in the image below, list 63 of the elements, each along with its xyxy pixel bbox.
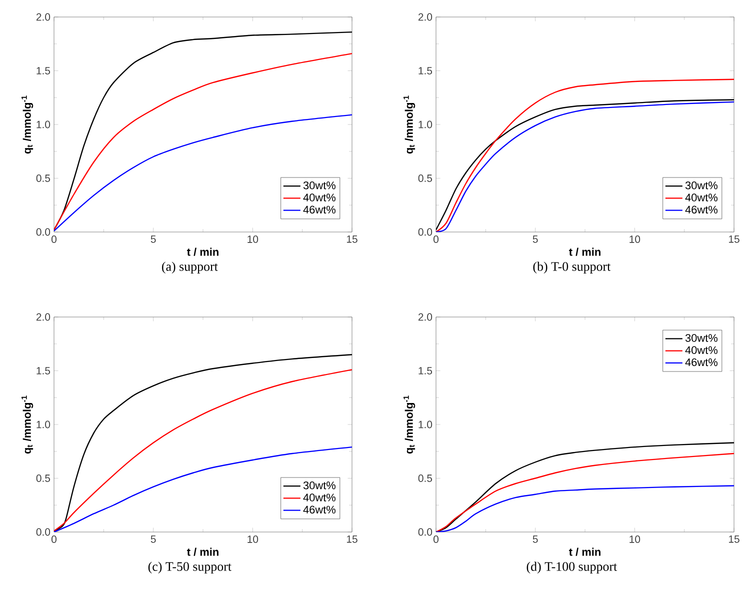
y-tick-label: 2.0 — [36, 13, 50, 21]
x-axis-title: t / min — [187, 548, 218, 556]
y-tick-label: 1.0 — [36, 120, 50, 128]
x-tick-label: 15 — [346, 236, 358, 243]
y-tick-label: 2.0 — [418, 13, 432, 21]
y-axis-title: q$_{t}$ /mmolg$^{-1}$ — [22, 96, 34, 154]
y-tick-label: 0.0 — [36, 228, 50, 236]
text: (d) T-100 support — [526, 562, 618, 574]
legend-label: 46wt% — [685, 206, 718, 214]
legend-label: 30wt% — [685, 182, 718, 190]
legend-label: 40wt% — [303, 494, 336, 502]
text: (a) support — [162, 262, 218, 274]
y-tick-label: 0.0 — [418, 528, 432, 536]
x-tick-label: 10 — [630, 236, 640, 243]
legend-label: 30wt% — [303, 182, 336, 190]
x-tick-label: 15 — [346, 536, 358, 543]
x-tick-label: 5 — [150, 236, 156, 243]
x-tick-label: 0 — [51, 536, 56, 543]
legend-label: 46wt% — [303, 206, 336, 214]
y-tick-label: 0.0 — [418, 228, 432, 236]
x-tick-label: 0 — [51, 236, 56, 243]
line-series — [54, 446, 352, 532]
line-series — [54, 114, 352, 232]
y-tick-label: 1.5 — [418, 367, 432, 374]
y-tick-label: 2.0 — [418, 313, 432, 321]
x-tick-label: 10 — [248, 536, 258, 543]
y-tick-label: 1.5 — [36, 367, 50, 374]
x-tick-label: 15 — [728, 236, 740, 243]
legend-label: 40wt% — [685, 194, 718, 202]
legend-label: 30wt% — [303, 482, 336, 490]
legend-label: 40wt% — [685, 346, 718, 354]
y-tick-label: 1.0 — [418, 120, 432, 128]
y-tick-label: 1.5 — [418, 67, 432, 74]
x-tick-label: 15 — [728, 536, 740, 543]
y-tick-label: 0.5 — [418, 474, 432, 482]
legend-label: 46wt% — [685, 358, 718, 366]
text: (c) T-50 support — [148, 562, 232, 574]
y-tick-label: 0.5 — [418, 174, 432, 182]
line-series — [436, 485, 734, 532]
y-tick-label: 1.0 — [36, 420, 50, 428]
x-tick-label: 10 — [630, 536, 640, 543]
y-axis-title: q$_{t}$ /mmolg$^{-1}$ — [22, 396, 34, 454]
legend-label: 30wt% — [685, 334, 718, 342]
x-axis-title: t / min — [187, 248, 218, 256]
x-axis-title: t / min — [569, 548, 600, 556]
x-tick-label: 0 — [434, 236, 438, 243]
x-tick-label: 5 — [532, 536, 538, 543]
y-tick-label: 1.0 — [418, 420, 432, 428]
y-axis-title: q$_{t}$ /mmolg$^{-1}$ — [404, 96, 416, 154]
legend-label: 40wt% — [303, 194, 336, 202]
y-tick-label: 2.0 — [36, 313, 50, 321]
y-tick-label: 1.5 — [36, 67, 50, 74]
x-axis-title: t / min — [569, 248, 600, 256]
legend-label: 46wt% — [303, 506, 336, 514]
x-tick-label: 10 — [248, 236, 258, 243]
x-tick-label: 0 — [434, 536, 438, 543]
y-axis-title: q$_{t}$ /mmolg$^{-1}$ — [404, 396, 416, 454]
y-tick-label: 0.5 — [36, 474, 50, 482]
y-tick-label: 0.0 — [36, 528, 50, 536]
y-tick-label: 0.5 — [36, 174, 50, 182]
text: (b) T-0 support — [533, 262, 611, 274]
x-tick-label: 5 — [150, 536, 156, 543]
x-tick-label: 5 — [532, 236, 538, 243]
